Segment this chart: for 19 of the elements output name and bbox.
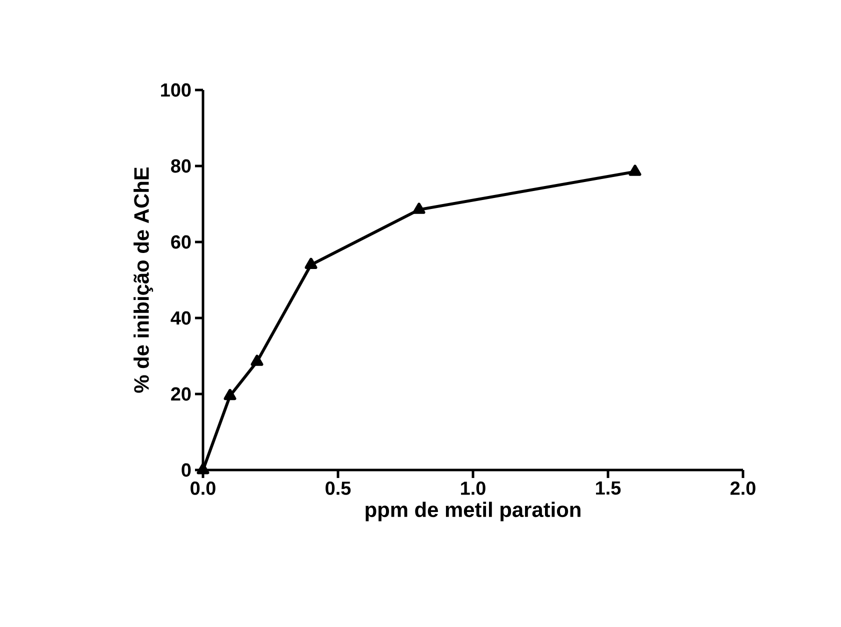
y-tick-label: 0 (182, 463, 191, 477)
x-tick-label: 0.0 (190, 482, 216, 495)
point (224, 388, 236, 400)
point (304, 258, 318, 270)
x-tick-label: 2.0 (730, 482, 756, 495)
x-tick-label: 1.0 (461, 482, 486, 495)
y-tick-label: 40 (170, 311, 191, 325)
point (196, 463, 210, 474)
y-tick-label: 20 (171, 387, 191, 401)
point (412, 202, 426, 214)
point (250, 354, 264, 366)
y-tick-label: 100 (161, 83, 191, 97)
y-axis-title: % de inibição de AChE (134, 167, 154, 393)
point (628, 164, 642, 176)
y-tick-label: 60 (171, 235, 191, 249)
y-tick-label: 80 (171, 159, 191, 173)
x-axis-title: ppm de metil paration (366, 502, 580, 522)
x-tick-label: 0.5 (326, 482, 351, 495)
x-tick-label: 1.5 (596, 482, 621, 495)
